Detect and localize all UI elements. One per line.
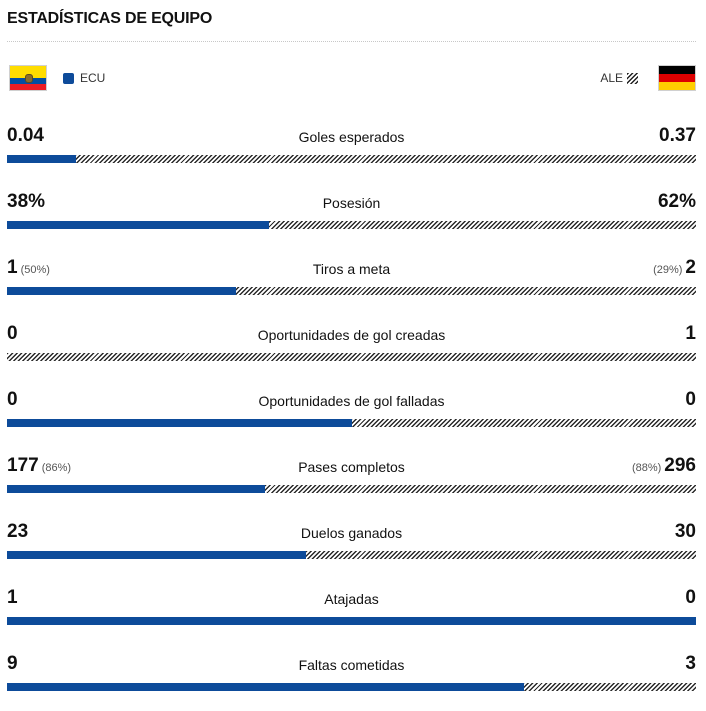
away-team-code: ALE: [600, 71, 623, 85]
title-divider: [7, 41, 696, 42]
away-value-group: 0: [682, 587, 696, 609]
home-share-fill: [7, 617, 696, 625]
comparison-bar: [7, 617, 696, 625]
home-value-group: 23: [7, 521, 31, 543]
stat-label: Pases completos: [298, 459, 405, 475]
stat-label: Faltas cometidas: [298, 657, 405, 673]
comparison-bar: [7, 485, 696, 493]
home-share-fill: [7, 485, 265, 493]
home-value-group: 38%: [7, 191, 48, 213]
home-legend-swatch: [63, 72, 74, 84]
stat-label: Oportunidades de gol creadas: [257, 327, 446, 343]
home-value: 0: [7, 323, 18, 344]
home-value-group: 1: [7, 587, 21, 609]
home-share-fill: [7, 287, 236, 295]
away-value: 0.37: [659, 125, 696, 146]
home-value-group: 177 (86%): [7, 455, 71, 477]
home-value: 1: [7, 587, 18, 608]
stat-label: Posesión: [322, 195, 381, 211]
stat-row: 1 Atajadas 0: [7, 587, 696, 631]
home-share-fill: [7, 155, 76, 163]
away-value-group: 0.37: [656, 125, 696, 147]
home-team-code: ECU: [80, 71, 106, 85]
home-share-fill: [7, 683, 524, 691]
stat-row: 38% Posesión 62%: [7, 191, 696, 235]
stat-label: Duelos ganados: [300, 525, 403, 541]
home-value: 9: [7, 653, 18, 674]
germany-flag-icon: [658, 65, 696, 91]
away-value: 296: [664, 455, 696, 476]
section-title: ESTADÍSTICAS DE EQUIPO: [7, 10, 213, 27]
stat-row: 9 Faltas cometidas 3: [7, 653, 696, 697]
stat-row: 1 (50%) Tiros a meta (29%) 2: [7, 257, 696, 301]
away-value-group: (88%) 296: [632, 455, 696, 477]
comparison-bar: [7, 683, 696, 691]
stat-row: 0.04 Goles esperados 0.37: [7, 125, 696, 169]
home-value: 38%: [7, 191, 46, 212]
home-team-legend: ECU: [63, 71, 105, 85]
stat-row: 0 Oportunidades de gol creadas 1: [7, 323, 696, 367]
home-value: 0: [7, 389, 18, 410]
stat-row: 23 Duelos ganados 30: [7, 521, 696, 565]
home-value-group: 0.04: [7, 125, 47, 147]
away-value-group: 0: [682, 389, 696, 411]
stat-row: 0 Oportunidades de gol falladas 0: [7, 389, 696, 433]
home-share-fill: [7, 221, 269, 229]
away-value-group: 3: [682, 653, 696, 675]
away-legend-swatch: [627, 72, 638, 84]
home-value: 177: [7, 455, 39, 476]
home-percentage: (50%): [20, 264, 50, 276]
stat-label: Atajadas: [324, 591, 379, 607]
comparison-bar: [7, 419, 696, 427]
away-value-group: 30: [672, 521, 696, 543]
home-value-group: 9: [7, 653, 21, 675]
home-value-group: 0: [7, 389, 21, 411]
away-value-group: 62%: [655, 191, 696, 213]
team-legend-row: ECU ALE: [7, 64, 696, 92]
ecuador-flag-icon: [9, 65, 47, 91]
away-value: 0: [685, 389, 696, 410]
away-value: 62%: [657, 191, 696, 212]
away-percentage: (29%): [653, 264, 683, 276]
away-percentage: (88%): [631, 462, 662, 474]
home-share-fill: [7, 419, 352, 427]
home-value: 23: [7, 521, 29, 542]
away-value: 0: [685, 587, 696, 608]
away-value: 3: [685, 653, 696, 674]
comparison-bar: [7, 353, 696, 361]
comparison-bar: [7, 287, 696, 295]
away-value-group: (29%) 2: [653, 257, 696, 279]
home-value-group: 1 (50%): [7, 257, 50, 279]
comparison-bar: [7, 551, 696, 559]
away-value: 2: [685, 257, 696, 278]
away-value-group: 1: [682, 323, 696, 345]
home-value: 0.04: [7, 125, 44, 146]
away-value: 1: [685, 323, 696, 344]
away-team-legend: ALE: [600, 71, 638, 85]
home-value: 1: [7, 257, 18, 278]
stat-label: Oportunidades de gol falladas: [258, 393, 445, 409]
stat-row: 177 (86%) Pases completos (88%) 296: [7, 455, 696, 499]
stat-label: Goles esperados: [298, 129, 405, 145]
home-percentage: (86%): [41, 462, 72, 474]
comparison-bar: [7, 221, 696, 229]
stat-label: Tiros a meta: [312, 261, 391, 277]
home-value-group: 0: [7, 323, 21, 345]
away-value: 30: [674, 521, 696, 542]
comparison-bar: [7, 155, 696, 163]
home-share-fill: [7, 551, 306, 559]
